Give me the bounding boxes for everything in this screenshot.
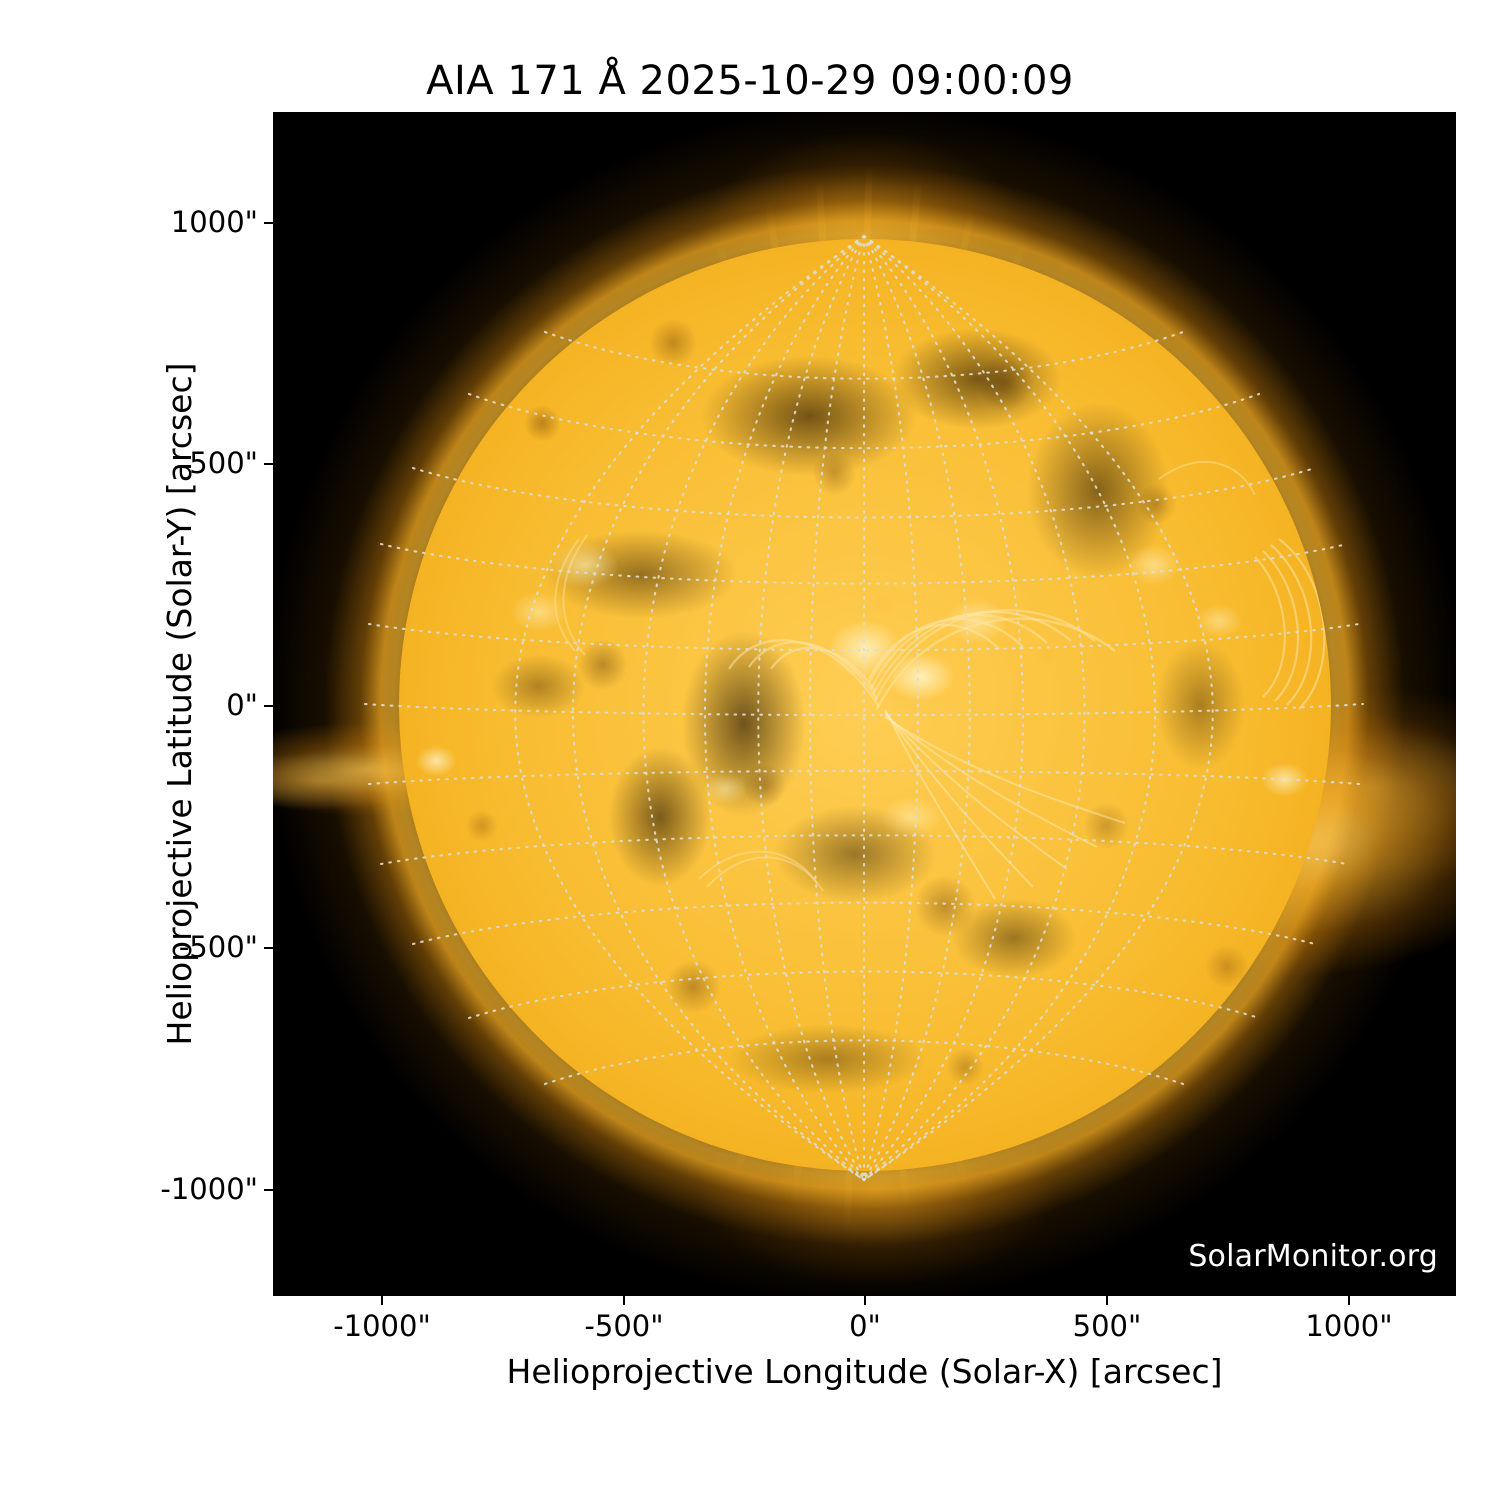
- watermark: SolarMonitor.org: [1188, 1239, 1438, 1274]
- y-tick-mark: [264, 463, 273, 465]
- x-tick-label: -1000": [333, 1309, 431, 1343]
- active-regions: [398, 239, 1331, 1172]
- y-tick-mark: [264, 222, 273, 224]
- coronal-loop-structures: [553, 461, 1325, 900]
- solar-image-plot-area: SolarMonitor.org: [273, 112, 1456, 1296]
- x-tick-mark: [1348, 1296, 1350, 1305]
- y-tick-label: 0": [226, 688, 258, 722]
- x-tick-mark: [1106, 1296, 1108, 1305]
- x-tick-label: 1000": [1305, 1309, 1393, 1343]
- y-tick-mark: [264, 1189, 273, 1191]
- x-tick-label: 500": [1072, 1309, 1142, 1343]
- x-tick-label: 0": [849, 1309, 881, 1343]
- x-tick-mark: [623, 1296, 625, 1305]
- y-tick-label: -1000": [160, 1172, 258, 1206]
- y-tick-mark: [264, 947, 273, 949]
- y-axis-label: Helioprojective Latitude (Solar-Y) [arcs…: [160, 362, 199, 1046]
- y-tick-label: 500": [189, 446, 258, 480]
- x-tick-label: -500": [584, 1309, 664, 1343]
- y-tick-label: -500": [178, 930, 258, 964]
- page-title: AIA 171 Å 2025-10-29 09:00:09: [426, 58, 1074, 104]
- x-axis-label: Helioprojective Longitude (Solar-X) [arc…: [506, 1352, 1223, 1391]
- y-tick-mark: [264, 705, 273, 707]
- x-tick-mark: [864, 1296, 866, 1305]
- x-tick-mark: [381, 1296, 383, 1305]
- heliographic-grid-overlay: [363, 234, 1365, 1182]
- solar-disk: [398, 239, 1331, 1172]
- y-tick-label: 1000": [170, 205, 258, 239]
